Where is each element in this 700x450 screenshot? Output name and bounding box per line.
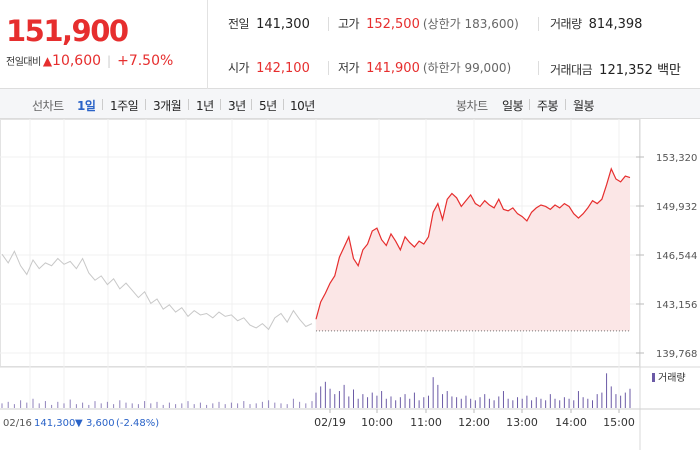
line-chart-label: 선차트 <box>32 99 64 113</box>
down-triangle-icon: ▼ <box>75 418 83 429</box>
y-tick-label: 139,768 <box>656 349 697 360</box>
quote-panel: 151,900 전일대비 ▲10,600 | +7.50% 전일 141,300 고가 1… <box>0 0 700 89</box>
y-tick-label: 146,544 <box>656 251 697 262</box>
low-stat: 저가 141,900 (하한가 99,000) <box>338 59 511 76</box>
divider <box>188 99 189 110</box>
x-tick-label: 12:00 <box>458 416 490 429</box>
open-stat: 시가 142,100 <box>228 59 310 76</box>
divider <box>529 99 530 110</box>
tab-10year[interactable]: 10년 <box>290 99 315 113</box>
low-value: 141,900 <box>366 61 420 76</box>
price-chart: 153,320 149,932 146,544 143,156 139,768 거래량 02… <box>0 119 700 450</box>
volume-stat: 거래량 814,398 <box>550 15 642 32</box>
tab-monthly-candle[interactable]: 월봉 <box>573 99 595 113</box>
chart-tab-bar: 선차트 1일 1주일 3개월 1년 3년 5년 10년 봉차트 일봉 주봉 월봉 <box>0 89 700 119</box>
open-value: 142,100 <box>256 61 310 76</box>
up-triangle-icon: ▲ <box>42 54 53 68</box>
tab-daily-candle[interactable]: 일봉 <box>502 99 524 113</box>
divider <box>565 99 566 110</box>
divider: | <box>107 54 112 68</box>
x-tick-label: 15:00 <box>603 416 635 429</box>
volume-label: 거래량 <box>550 17 582 31</box>
open-label: 시가 <box>228 61 250 75</box>
amount-stat: 거래대금 121,352 백만 <box>550 59 681 78</box>
tab-1day[interactable]: 1일 <box>77 99 96 113</box>
y-tick-label: 143,156 <box>656 300 697 311</box>
high-value: 152,500 <box>366 17 420 32</box>
divider <box>220 99 221 110</box>
divider <box>283 99 284 110</box>
tab-weekly-candle[interactable]: 주봉 <box>537 99 559 113</box>
high-label: 고가 <box>338 17 360 31</box>
y-tick-label: 153,320 <box>656 153 697 164</box>
prev-day-close: 141,300 <box>34 418 75 429</box>
y-tick-label: 149,932 <box>656 202 697 213</box>
low-label: 저가 <box>338 61 360 75</box>
prev-day-change: 3,600 <box>86 418 115 429</box>
change-row: 전일대비 ▲10,600 | +7.50% <box>6 53 173 69</box>
change-percent: +7.50% <box>117 53 174 69</box>
x-tick-label: 11:00 <box>410 416 442 429</box>
x-tick-label: 10:00 <box>361 416 393 429</box>
divider <box>328 17 329 31</box>
tab-1week[interactable]: 1주일 <box>110 99 139 113</box>
divider <box>145 99 146 110</box>
price-box: 151,900 전일대비 ▲10,600 | +7.50% <box>0 0 208 89</box>
amount-value: 121,352 백만 <box>599 63 681 78</box>
change-label: 전일대비 <box>6 57 41 68</box>
x-tick-label: 13:00 <box>506 416 538 429</box>
tab-5year[interactable]: 5년 <box>259 99 277 113</box>
volume-value: 814,398 <box>588 17 643 32</box>
volume-legend-label: 거래량 <box>658 372 686 384</box>
volume-legend-swatch <box>652 373 655 382</box>
tab-3year[interactable]: 3년 <box>228 99 246 113</box>
divider <box>251 99 252 110</box>
divider <box>538 61 539 75</box>
prev-day-change-percent: (-2.48%) <box>116 418 159 429</box>
prev-day-date: 02/16 <box>3 418 32 429</box>
amount-label: 거래대금 <box>550 63 593 77</box>
divider <box>102 99 103 110</box>
today-price-line <box>315 167 631 320</box>
prev-close-value: 141,300 <box>256 17 310 32</box>
current-price: 151,900 <box>6 14 129 48</box>
prev-close-stat: 전일 141,300 <box>228 15 310 32</box>
x-tick-label: 02/19 <box>314 416 346 429</box>
x-tick-label: 14:00 <box>555 416 587 429</box>
divider <box>328 61 329 75</box>
candle-chart-label: 봉차트 <box>456 99 488 113</box>
change-amount: 10,600 <box>52 53 102 69</box>
upper-limit: (상한가 183,600) <box>422 17 519 31</box>
divider <box>538 17 539 31</box>
high-stat: 고가 152,500 (상한가 183,600) <box>338 15 519 32</box>
prev-close-label: 전일 <box>228 17 250 31</box>
today-area-fill <box>316 168 630 331</box>
tab-1year[interactable]: 1년 <box>196 99 214 113</box>
tab-3month[interactable]: 3개월 <box>153 99 182 113</box>
prev-day-price-line <box>1 250 313 331</box>
lower-limit: (하한가 99,000) <box>422 61 512 75</box>
chart-svg: 153,320 149,932 146,544 143,156 139,768 거래량 02… <box>0 119 700 450</box>
